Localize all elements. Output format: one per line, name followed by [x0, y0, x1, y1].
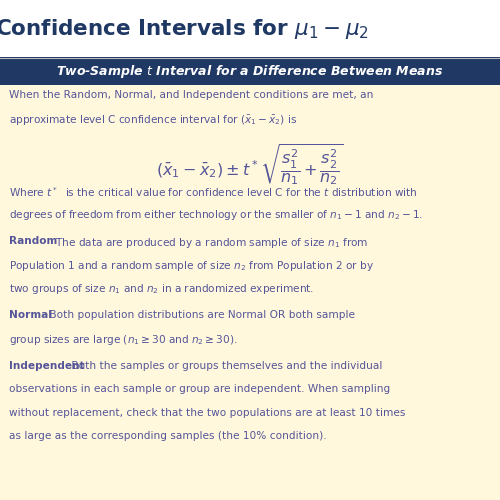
Text: Where $t^*$  is the critical value for confidence level C for the $t$ distributi: Where $t^*$ is the critical value for co… — [9, 185, 418, 198]
Text: Confidence Intervals for $\mu_1 - \mu_2$: Confidence Intervals for $\mu_1 - \mu_2$ — [0, 16, 369, 41]
Bar — [0, 85, 500, 500]
Text: two groups of size $n_1$ and $n_2$ in a randomized experiment.: two groups of size $n_1$ and $n_2$ in a … — [9, 282, 314, 296]
Text: approximate level C confidence interval for $(\bar{x}_1 - \bar{x}_2)$ is: approximate level C confidence interval … — [9, 114, 297, 128]
Bar — [0, 0, 500, 58]
Text: $(\bar{x}_1 - \bar{x}_2) \pm t^*\sqrt{\dfrac{s_1^2}{n_1} + \dfrac{s_2^2}{n_2}}$: $(\bar{x}_1 - \bar{x}_2) \pm t^*\sqrt{\d… — [156, 142, 344, 187]
Text: Normal: Normal — [9, 310, 52, 320]
Text: as large as the corresponding samples (the 10% condition).: as large as the corresponding samples (t… — [9, 431, 326, 441]
Bar — [0, 58, 500, 85]
Text: When the Random, Normal, and Independent conditions are met, an: When the Random, Normal, and Independent… — [9, 90, 374, 100]
Text: Random: Random — [9, 236, 57, 246]
Text: Two-Sample $t$ Interval for a Difference Between Means: Two-Sample $t$ Interval for a Difference… — [56, 63, 444, 80]
Text: Independent: Independent — [9, 361, 85, 371]
Text: Population 1 and a random sample of size $n_2$ from Population 2 or by: Population 1 and a random sample of size… — [9, 259, 374, 273]
Text: Both population distributions are Normal OR both sample: Both population distributions are Normal… — [46, 310, 356, 320]
Text: The data are produced by a random sample of size $n_1$ from: The data are produced by a random sample… — [52, 236, 368, 250]
Text: observations in each sample or group are independent. When sampling: observations in each sample or group are… — [9, 384, 390, 394]
Text: degrees of freedom from either technology or the smaller of $n_1-1$ and $n_2-1$.: degrees of freedom from either technolog… — [9, 208, 423, 222]
Text: group sizes are large ($n_1 \geq 30$ and $n_2 \geq 30$).: group sizes are large ($n_1 \geq 30$ and… — [9, 334, 237, 347]
Text: Both the samples or groups themselves and the individual: Both the samples or groups themselves an… — [68, 361, 382, 371]
Text: without replacement, check that the two populations are at least 10 times: without replacement, check that the two … — [9, 408, 406, 418]
